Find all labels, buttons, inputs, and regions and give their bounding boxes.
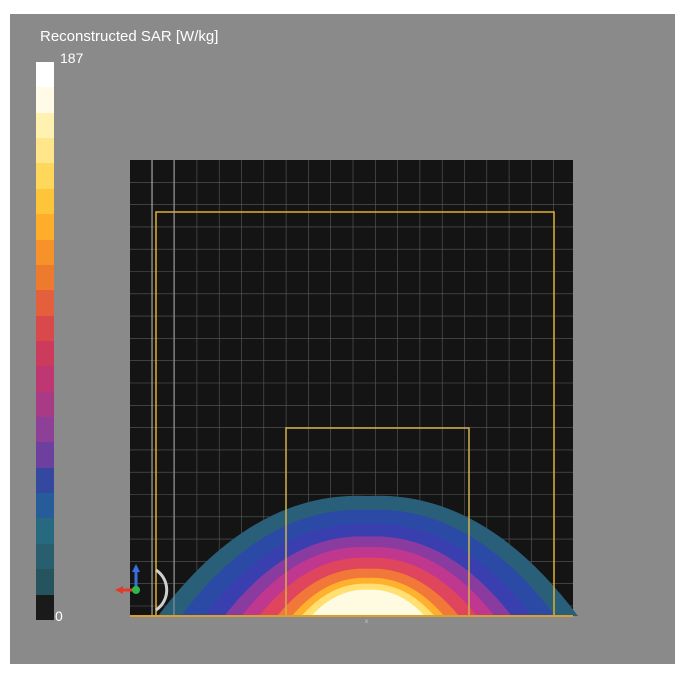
colorbar-swatch [36,594,54,620]
colorbar [36,62,54,620]
colorbar-swatch [36,315,54,341]
colorbar-swatch [36,87,54,113]
colorbar-swatch [36,518,54,544]
colorbar-swatch [36,188,54,215]
colorbar-swatch [36,239,54,265]
colorbar-swatch [36,543,54,570]
sar-contour-band [311,589,425,616]
colorbar-swatch [36,290,54,316]
base-marker: x [365,619,368,625]
colorbar-swatch [36,391,54,418]
y-axis-dot [132,586,140,594]
colorbar-swatch [36,112,54,139]
colorbar-swatch [36,138,54,164]
colorbar-swatch [36,417,54,443]
z-axis-arrow [132,564,140,572]
colorbar-swatch [36,264,54,291]
colorbar-min-label: 0 [55,608,63,624]
colorbar-swatch [36,569,54,595]
colorbar-swatch [36,366,54,392]
colorbar-swatch [36,340,54,367]
colorbar-swatch [36,62,54,88]
colorbar-max-label: 187 [60,50,84,66]
colorbar-swatch [36,467,54,494]
colorbar-title: Reconstructed SAR [W/kg] [40,28,219,45]
colorbar-swatch [36,493,54,519]
colorbar-swatch [36,214,54,240]
colorbar-swatch [36,163,54,189]
colorbar-swatch [36,442,54,468]
xyz-axis-triad-icon[interactable] [112,556,172,616]
rotate-handle-icon[interactable] [155,568,169,612]
x-axis-arrow [115,586,123,594]
